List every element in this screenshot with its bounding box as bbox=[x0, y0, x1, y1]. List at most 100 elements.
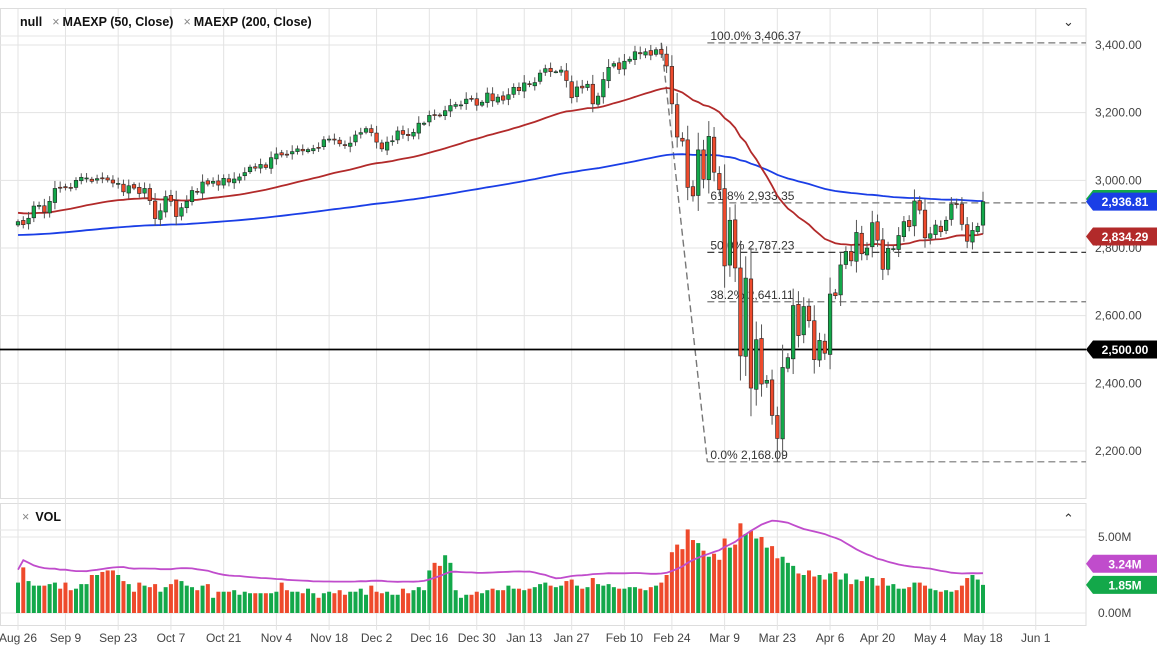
x-tick-label: May 18 bbox=[963, 631, 1003, 645]
volume-bar bbox=[364, 594, 369, 613]
volume-bar bbox=[416, 587, 421, 613]
candle-up bbox=[269, 157, 274, 169]
x-tick-label: Feb 24 bbox=[653, 631, 691, 645]
candle-up bbox=[179, 207, 184, 217]
candle-down bbox=[100, 177, 105, 180]
candle-down bbox=[263, 164, 268, 168]
close-x-icon[interactable]: × bbox=[52, 15, 60, 29]
candle-up bbox=[427, 115, 432, 123]
candle-up bbox=[305, 149, 311, 153]
candle-down bbox=[121, 183, 126, 193]
candle-up bbox=[47, 201, 52, 214]
candle-up bbox=[791, 305, 796, 360]
volume-bar bbox=[922, 585, 927, 613]
candle-down bbox=[580, 85, 585, 89]
candle-down bbox=[690, 186, 696, 197]
candle-down bbox=[733, 219, 738, 269]
candle-down bbox=[168, 195, 174, 202]
candle-up bbox=[743, 277, 748, 357]
candle-up bbox=[15, 221, 21, 226]
candle-up bbox=[247, 166, 253, 173]
collapse-chevron-down-icon[interactable]: ⌄ bbox=[1063, 14, 1074, 29]
volume-bar bbox=[696, 543, 701, 613]
candle-down bbox=[369, 128, 374, 133]
volume-bar bbox=[211, 597, 216, 613]
candle-up bbox=[532, 82, 537, 87]
volume-ma-line bbox=[17, 519, 984, 583]
volume-bar bbox=[759, 537, 764, 613]
candle-up bbox=[321, 139, 326, 148]
volume-bar bbox=[690, 540, 695, 613]
volume-bar bbox=[290, 591, 295, 613]
price-tag-text: 2,936.81 bbox=[1102, 195, 1149, 209]
volume-bars bbox=[16, 519, 985, 613]
candle-down bbox=[769, 379, 775, 416]
volume-bar bbox=[669, 552, 674, 613]
volume-bar bbox=[105, 570, 110, 613]
x-tick-label: Sep 9 bbox=[50, 631, 82, 645]
volume-bar bbox=[632, 587, 637, 613]
candle-down bbox=[938, 225, 943, 233]
x-tick-label: Apr 20 bbox=[860, 631, 896, 645]
volume-bar bbox=[200, 585, 205, 613]
candle-up bbox=[200, 181, 205, 194]
volume-bar bbox=[596, 584, 601, 613]
volume-bar bbox=[574, 585, 579, 613]
candle-up bbox=[885, 248, 891, 270]
volume-bar bbox=[590, 578, 595, 613]
volume-bar bbox=[158, 591, 163, 613]
volume-bar bbox=[348, 591, 353, 613]
candle-up bbox=[870, 222, 875, 248]
price-tag-shape bbox=[1086, 192, 1157, 211]
volume-bar bbox=[21, 567, 26, 613]
close-x-icon[interactable]: × bbox=[183, 15, 191, 29]
candle-down bbox=[907, 220, 912, 227]
volume-bar bbox=[369, 585, 374, 613]
candle-up bbox=[949, 203, 954, 220]
x-tick-label: Dec 30 bbox=[458, 631, 496, 645]
volume-bar bbox=[79, 584, 84, 613]
volume-bar bbox=[785, 562, 790, 613]
volume-bar bbox=[190, 587, 195, 613]
volume-bar bbox=[300, 593, 305, 613]
volume-bar bbox=[838, 579, 843, 613]
legend-ma200[interactable]: × MAEXP (200, Close) bbox=[183, 15, 311, 29]
volume-bar bbox=[569, 579, 574, 613]
candle-down bbox=[342, 144, 348, 146]
volume-bar bbox=[775, 558, 780, 613]
candle-down bbox=[675, 104, 680, 138]
volume-bar bbox=[917, 582, 922, 613]
volume-bar bbox=[880, 578, 885, 613]
volume-bar bbox=[137, 582, 142, 613]
collapse-chevron-up-icon[interactable]: ⌃ bbox=[1063, 511, 1074, 526]
volume-bar bbox=[385, 591, 390, 613]
candle-up bbox=[643, 51, 648, 56]
candle-up bbox=[479, 101, 485, 106]
candle-up bbox=[891, 248, 896, 250]
volume-bar bbox=[205, 584, 210, 613]
candle-down bbox=[806, 305, 812, 322]
volume-bar bbox=[780, 556, 785, 613]
volume-bar bbox=[163, 587, 168, 613]
candle-down bbox=[685, 139, 690, 188]
volume-bar bbox=[284, 590, 289, 613]
volume-bar bbox=[63, 582, 68, 613]
candle-up bbox=[363, 128, 369, 133]
candle-up bbox=[838, 264, 843, 296]
volume-bar bbox=[258, 593, 263, 613]
volume-bar bbox=[764, 547, 769, 613]
close-x-icon[interactable]: × bbox=[22, 510, 30, 524]
candle-up bbox=[601, 79, 606, 98]
price-tag-shape bbox=[1086, 575, 1157, 594]
candle-up bbox=[896, 235, 901, 250]
volume-bar bbox=[311, 593, 316, 613]
volume-bar bbox=[89, 575, 94, 613]
candle-down bbox=[516, 86, 522, 91]
volume-bar bbox=[975, 579, 980, 613]
volume-bar bbox=[269, 593, 274, 613]
legend-ma50[interactable]: × MAEXP (50, Close) bbox=[52, 15, 173, 29]
candle-down bbox=[147, 188, 152, 201]
volume-bar bbox=[933, 590, 938, 613]
